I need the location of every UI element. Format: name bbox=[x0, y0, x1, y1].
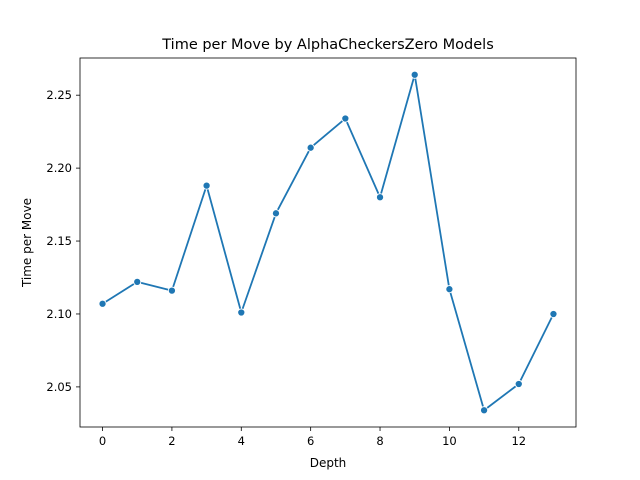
x-tick-label: 10 bbox=[442, 434, 457, 448]
x-axis-label: Depth bbox=[310, 456, 347, 470]
y-tick-label: 2.25 bbox=[46, 88, 72, 102]
y-tick-label: 2.20 bbox=[46, 161, 72, 175]
x-tick-label: 2 bbox=[168, 434, 175, 448]
data-point bbox=[514, 379, 523, 389]
data-point bbox=[133, 277, 142, 286]
y-tick-label: 2.10 bbox=[46, 307, 72, 321]
data-point bbox=[549, 309, 558, 319]
data-point bbox=[202, 181, 211, 190]
data-point bbox=[375, 193, 385, 202]
series-line bbox=[102, 73, 555, 412]
data-point bbox=[98, 299, 107, 308]
data-point bbox=[167, 286, 176, 295]
y-axis-ticks: 2.05 2.10 2.15 2.20 2.25 bbox=[46, 88, 80, 394]
y-tick-label: 2.15 bbox=[46, 234, 72, 248]
data-point bbox=[445, 285, 454, 294]
x-tick-label: 6 bbox=[307, 434, 314, 448]
y-tick-label: 2.05 bbox=[46, 380, 72, 394]
x-tick-label: 12 bbox=[511, 434, 526, 448]
x-tick-label: 8 bbox=[376, 434, 383, 448]
x-tick-label: 4 bbox=[238, 434, 245, 448]
data-point bbox=[271, 209, 281, 218]
data-point bbox=[341, 114, 350, 123]
plot-frame bbox=[79, 57, 577, 428]
data-point bbox=[306, 143, 315, 152]
x-axis-ticks: 0 2 4 6 8 10 12 bbox=[99, 427, 526, 448]
y-axis-label: Time per Move bbox=[20, 198, 34, 288]
chart-title: Time per Move by AlphaCheckersZero Model… bbox=[161, 37, 494, 53]
plot-area bbox=[80, 58, 576, 427]
series-layer bbox=[98, 70, 558, 415]
x-tick-label: 0 bbox=[99, 434, 106, 448]
data-point bbox=[410, 70, 419, 79]
data-point bbox=[237, 308, 246, 317]
data-point bbox=[480, 406, 489, 415]
